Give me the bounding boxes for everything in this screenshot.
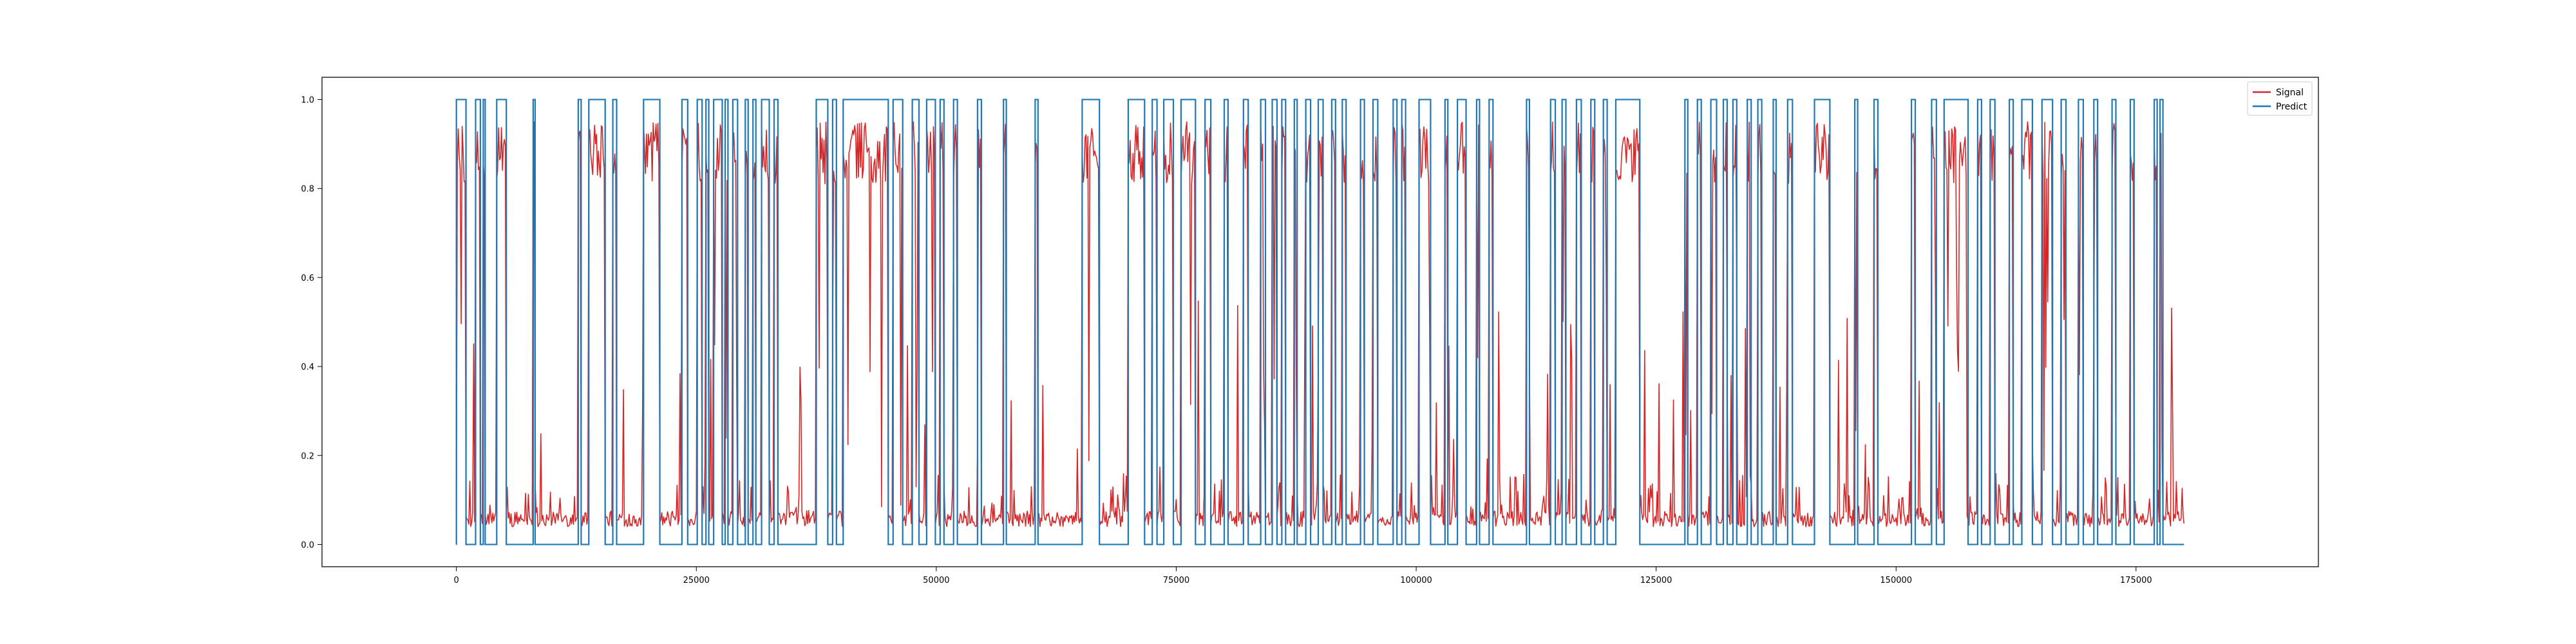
x-tick-label: 175000 — [2120, 576, 2152, 585]
y-tick-label: 0.2 — [301, 451, 314, 461]
y-tick-label: 0.4 — [301, 363, 314, 372]
x-tick-label: 150000 — [1880, 576, 1912, 585]
legend-label-signal: Signal — [2276, 88, 2304, 98]
x-tick-label: 75000 — [1163, 576, 1189, 585]
y-tick-label: 1.0 — [301, 96, 314, 106]
y-tick-label: 0.0 — [301, 540, 314, 550]
signal-series — [455, 121, 2185, 527]
plot-area — [455, 99, 2185, 545]
y-tick-label: 0.6 — [301, 274, 314, 283]
x-tick-label: 50000 — [923, 576, 949, 585]
axes-frame — [321, 77, 2319, 567]
x-tick-label: 25000 — [683, 576, 710, 585]
x-tick-label: 125000 — [1640, 576, 1672, 585]
x-axis: 0 25000 50000 75000 100000 125000 150000 175000 — [454, 567, 2152, 585]
signal-line — [455, 121, 2185, 527]
y-axis: 0.0 0.2 0.4 0.6 0.8 1.0 — [301, 96, 322, 550]
legend-label-predict: Predict — [2276, 102, 2307, 112]
x-tick-label: 100000 — [1400, 576, 1432, 585]
predict-series — [455, 99, 2184, 545]
legend: Signal Predict — [2247, 81, 2313, 116]
y-tick-label: 0.8 — [301, 185, 314, 194]
predict-line — [455, 99, 2184, 545]
x-tick-label: 0 — [454, 576, 459, 585]
